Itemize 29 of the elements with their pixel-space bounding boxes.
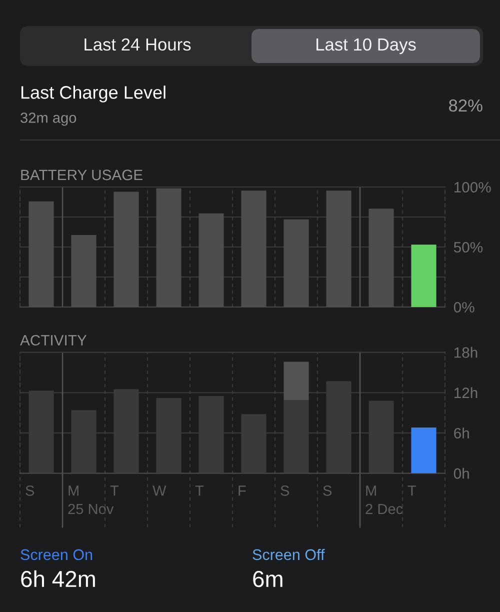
chart-title: ACTIVITY (20, 334, 87, 346)
x-tick-label: W (152, 486, 166, 496)
bar (411, 244, 436, 307)
text: Last 24 Hours (84, 38, 191, 51)
text: Screen Off (252, 548, 325, 560)
x-tick-label: S (280, 485, 290, 496)
text: 6h 42m (21, 570, 95, 588)
x-tick-label: T (195, 486, 204, 496)
text: 82% (449, 99, 482, 112)
text: Screen On (20, 549, 92, 560)
y-tick-label: 0% (454, 302, 474, 313)
bar (411, 428, 436, 474)
chart-title: BATTERY USAGE (21, 170, 142, 180)
text: Last Charge Level (21, 86, 166, 102)
y-tick-label: 0h (454, 468, 469, 479)
y-tick-label: 6h (454, 428, 469, 438)
text: 6m (253, 570, 282, 588)
bar (284, 362, 309, 400)
x-tick-label: T (408, 486, 416, 496)
y-tick-label: 18h (454, 346, 478, 358)
x-tick-label: S (323, 485, 332, 496)
text: 32m ago (20, 112, 76, 126)
x-tick-label: M 2 Dec (366, 486, 403, 514)
text: Last 10 Days (316, 38, 416, 54)
y-tick-label: 100% (454, 182, 491, 193)
y-tick-label: 12h (454, 387, 478, 398)
x-tick-label: S (26, 485, 34, 496)
x-tick-label: F (238, 486, 246, 496)
y-tick-label: 50% (454, 242, 483, 253)
